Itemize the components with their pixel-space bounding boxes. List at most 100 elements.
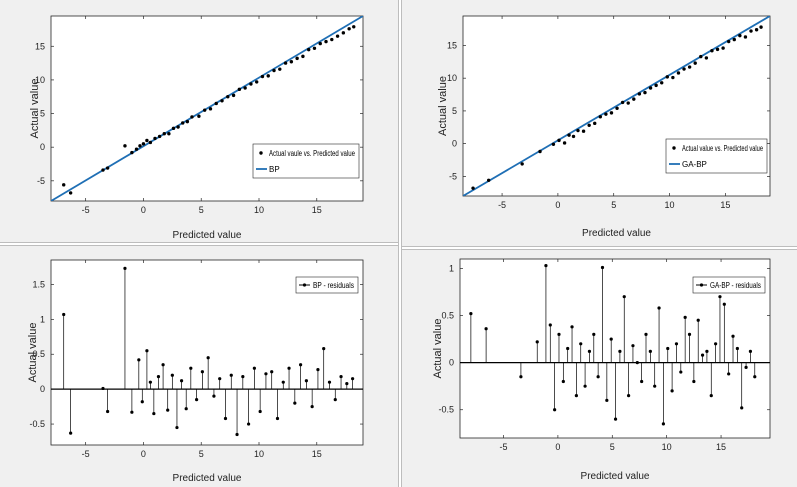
stem-marker [666,346,670,351]
stem-marker [661,422,666,426]
data-point [134,147,139,151]
x-tick-label: 15 [720,200,730,210]
stem-marker [753,375,757,379]
x-tick-label: 10 [662,442,672,452]
data-point [598,115,603,119]
stem-marker [333,398,337,402]
x-tick-label: 10 [665,200,675,210]
data-point [208,107,213,111]
x-tick-label: 0 [555,442,560,452]
legend-marker-dot [302,283,307,287]
stem-marker [618,349,622,353]
stem-marker [281,380,285,384]
data-point [260,74,265,79]
y-tick-label: 1 [449,263,454,273]
data-point [660,81,664,85]
data-point [226,95,230,99]
stem-marker [692,379,696,384]
stem-marker [535,340,539,344]
stem-marker [161,363,165,367]
data-point [220,99,224,103]
stem-marker [304,379,308,383]
x-tick-label: 5 [611,200,616,210]
stem-marker [275,416,280,421]
stem-marker [345,381,349,386]
stem-marker [635,361,639,365]
data-point [68,191,73,195]
data-point [335,34,340,38]
stem-marker [670,389,674,393]
stem-marker [175,425,179,430]
stem-marker [657,306,661,310]
stem-marker [648,349,652,353]
data-point [693,61,697,65]
stem-marker [622,295,626,299]
data-point [176,125,180,129]
stem-marker [731,334,735,338]
y-tick-label: -5 [449,171,457,181]
data-point [266,74,270,78]
stem-marker [235,432,239,437]
stem-marker [679,370,683,374]
stem-marker [148,380,152,384]
stem-marker [735,346,739,351]
data-point [738,33,742,38]
data-point [587,123,591,128]
legend-label-line: BP [269,165,280,174]
chart-bl: -5 0 5 10 15 -0.5 0 0.5 1 1.5 Predicted value Actua… [27,259,364,484]
data-point [130,150,134,155]
y-tick-label: 1.5 [32,279,45,289]
stem-marker [189,366,193,370]
data-point [157,134,162,139]
y-axis-label: Actual value [437,76,449,136]
stem-marker [145,349,149,353]
x-tick-label: 15 [716,442,726,452]
stem-marker [258,409,262,414]
stem-marker [62,312,66,317]
plot-content [460,263,770,426]
x-tick-label: 5 [199,449,204,459]
stem-marker [557,332,561,336]
y-tick-label: 1 [40,314,45,324]
data-point [231,93,236,98]
chart-br: -5 0 5 10 15 -0.5 0 0.5 1 Predicted value Actual v… [432,258,771,482]
x-axis-label: Predicted value [581,471,650,482]
data-point [593,121,597,126]
data-point [237,87,242,92]
plot-content [51,16,363,201]
data-point [557,138,561,143]
stem-marker [270,370,274,374]
x-tick-label: 5 [610,442,615,452]
data-point [162,132,166,136]
data-point [687,65,692,69]
stem-marker [200,370,204,374]
data-point [138,144,142,148]
stem-marker [322,347,326,351]
data-point [567,133,571,137]
data-point [101,168,105,172]
data-point [214,101,218,106]
data-point [704,56,709,60]
stem-marker [740,406,744,410]
data-point [243,86,247,90]
stem-marker [579,342,583,346]
stem-marker [644,332,648,336]
data-point [185,119,190,124]
data-point [754,28,759,32]
data-point [295,56,299,61]
x-tick-label: 0 [141,205,146,215]
data-point [749,29,753,33]
stem-marker [123,266,127,270]
stem-marker [683,315,687,320]
stem-marker [218,377,222,381]
stem-marker [469,312,473,316]
stem-marker [327,380,332,384]
data-point [626,101,630,105]
stem-marker [252,366,256,370]
stem-marker [561,379,565,384]
stem-marker [287,366,291,370]
data-point [609,111,614,115]
stem-marker [106,409,110,414]
data-point [278,67,282,71]
data-point [254,80,259,84]
